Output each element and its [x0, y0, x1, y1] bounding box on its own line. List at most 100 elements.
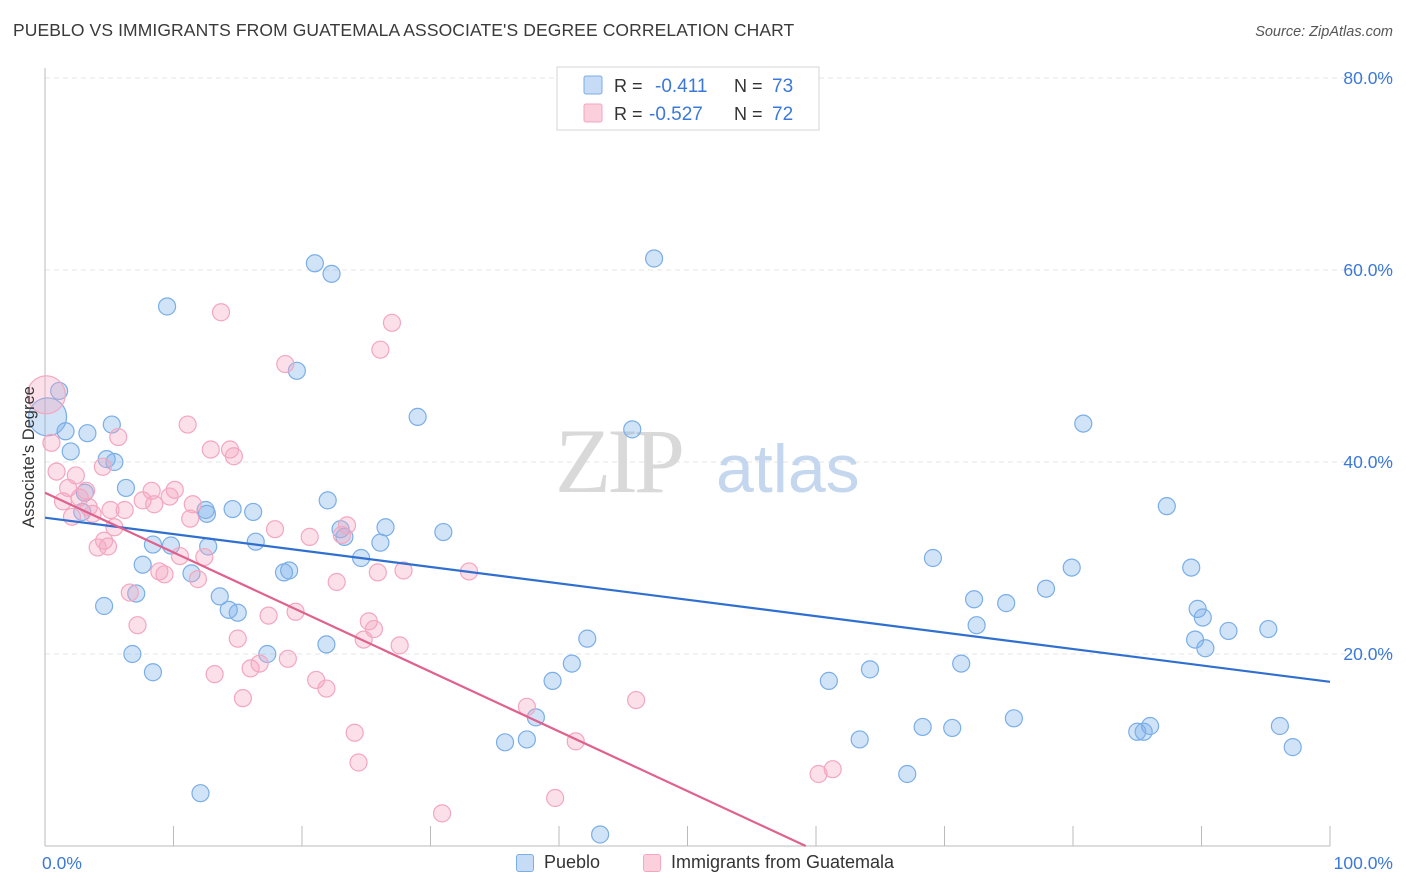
- tick-labels: 20.0% 40.0% 60.0% 80.0% 0.0% 100.0%: [42, 68, 1393, 873]
- guatemala-point: [300, 527, 319, 546]
- pueblo-point: [223, 499, 242, 519]
- pueblo-point: [197, 504, 217, 523]
- pueblo-point: [434, 522, 453, 542]
- guatemala-point: [101, 500, 120, 520]
- pueblo-point: [1062, 558, 1081, 577]
- pueblo-points: [27, 249, 1302, 844]
- pueblo-point: [997, 594, 1016, 613]
- guatemala-point: [233, 689, 252, 708]
- guatemala-point: [337, 516, 357, 535]
- guatemala-point: [250, 654, 269, 673]
- guatemala-point: [150, 562, 169, 581]
- pueblo-point: [228, 603, 247, 622]
- trend-lines: [44, 491, 1331, 847]
- pueblo-point: [543, 671, 562, 690]
- pueblo-point: [1270, 716, 1289, 736]
- legend-n-value-1: 73: [772, 76, 793, 97]
- guatemala-point: [98, 537, 118, 556]
- guatemala-point: [42, 433, 61, 452]
- pueblo-point: [287, 361, 306, 380]
- guatemala-point: [128, 616, 147, 635]
- pueblo-point: [923, 548, 943, 568]
- pueblo-point: [105, 452, 124, 472]
- legend-swatch-pueblo: [583, 75, 603, 95]
- pueblo-point: [376, 518, 395, 537]
- guatemala-point: [546, 788, 565, 808]
- legend-item-pueblo[interactable]: Pueblo: [516, 852, 600, 873]
- guatemala-point: [823, 760, 842, 779]
- pueblo-point: [952, 654, 971, 673]
- guatemala-point: [142, 481, 161, 500]
- legend-r-value-2: -0.527: [649, 104, 703, 125]
- pueblo-point: [1140, 716, 1160, 736]
- guatemala-point: [265, 520, 285, 539]
- pueblo-point: [123, 644, 142, 664]
- legend-r-value-1: -0.411: [655, 76, 707, 97]
- pueblo-point: [1074, 414, 1093, 433]
- pueblo-point: [274, 563, 294, 582]
- y-axis-label: Associate's Degree: [20, 386, 38, 528]
- pueblo-point: [127, 584, 146, 603]
- stats-legend: R = -0.411 N = 73 R = -0.527 N = 72: [556, 66, 820, 131]
- guatemala-point: [26, 375, 66, 415]
- pueblo-point: [967, 616, 986, 635]
- legend-n-label-1: N =: [734, 76, 763, 96]
- x-tick-label-min: 0.0%: [42, 853, 82, 873]
- pueblo-point: [116, 478, 136, 498]
- pueblo-point: [371, 533, 390, 552]
- guatemala-points: [26, 303, 842, 823]
- pueblo-point: [133, 555, 152, 574]
- guatemala-point: [201, 440, 220, 459]
- pueblo-point: [623, 420, 642, 439]
- chart-title: PUEBLO VS IMMIGRANTS FROM GUATEMALA ASSO…: [13, 20, 795, 40]
- pueblo-point: [562, 654, 581, 673]
- y-tick-label: 20.0%: [1343, 644, 1393, 664]
- legend-n-value-2: 72: [772, 104, 793, 125]
- pueblo-point: [322, 264, 341, 283]
- pueblo-point: [964, 590, 984, 609]
- guatemala-point: [364, 619, 384, 639]
- pueblo-point: [335, 527, 354, 546]
- guatemala-point: [368, 563, 387, 582]
- guatemala-point: [66, 466, 85, 485]
- guatemala-point: [115, 500, 134, 520]
- pueblo-point: [943, 718, 962, 738]
- legend-label-guatemala: Immigrants from Guatemala: [671, 852, 895, 872]
- guatemala-point: [390, 636, 409, 655]
- legend-r-label-1: R =: [614, 76, 643, 96]
- pueblo-point: [408, 407, 427, 426]
- pueblo-point: [258, 644, 277, 664]
- guatemala-point: [327, 572, 346, 592]
- pueblo-point: [191, 784, 210, 803]
- guatemala-point: [205, 665, 224, 684]
- guatemala-point: [345, 723, 364, 742]
- pueblo-point: [1188, 599, 1207, 618]
- guatemala-point: [371, 340, 390, 359]
- pueblo-point: [495, 733, 515, 752]
- axes: [44, 68, 1331, 847]
- guatemala-point: [120, 583, 139, 602]
- pueblo-point: [644, 249, 664, 268]
- pueblo-point: [61, 442, 80, 461]
- watermark-atlas: atlas: [716, 431, 860, 507]
- guatemala-point: [382, 313, 402, 332]
- guatemala-point: [77, 481, 96, 500]
- pueblo-point: [1259, 619, 1278, 639]
- pueblo-point: [898, 764, 917, 784]
- pueblo-point: [517, 730, 536, 749]
- guatemala-point: [809, 764, 828, 784]
- guatemala-trend-line: [44, 491, 807, 847]
- guatemala-point: [224, 447, 243, 466]
- pueblo-point: [591, 825, 610, 844]
- guatemala-point: [278, 649, 297, 668]
- pueblo-point: [210, 587, 229, 606]
- watermark-zip: ZIP: [555, 410, 682, 512]
- legend-item-guatemala[interactable]: Immigrants from Guatemala: [643, 852, 894, 873]
- pueblo-point: [143, 663, 163, 682]
- guatemala-point: [317, 679, 336, 698]
- guatemala-point: [47, 462, 66, 481]
- guatemala-point: [145, 495, 164, 514]
- pueblo-point: [157, 297, 177, 316]
- guatemala-swatch: [643, 853, 661, 872]
- pueblo-point: [1004, 709, 1023, 728]
